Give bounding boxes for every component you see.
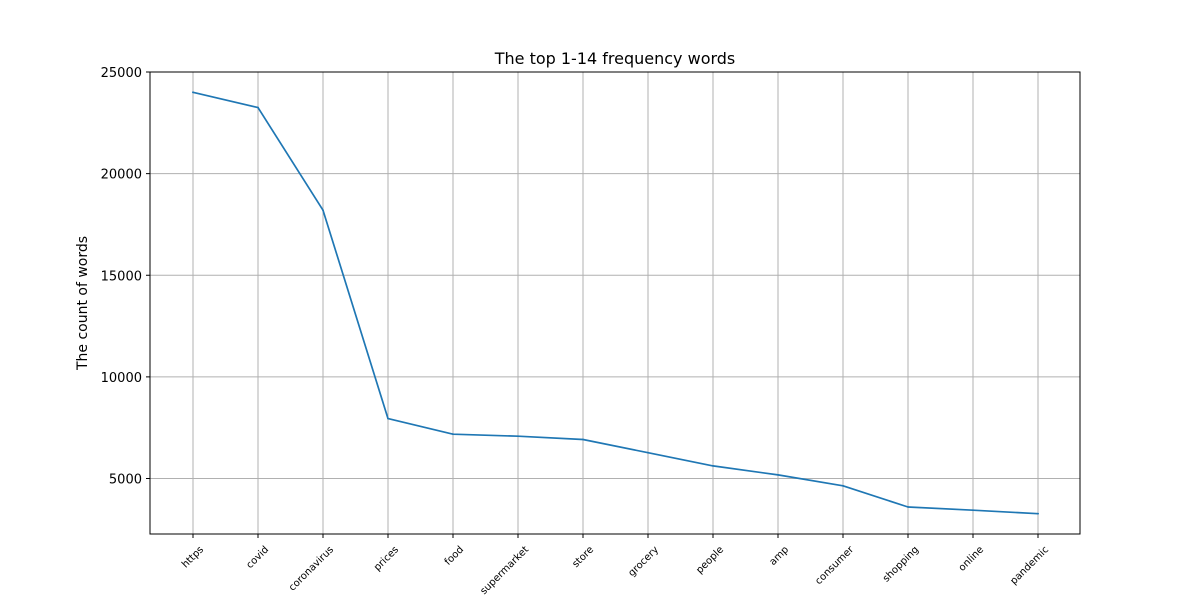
- data-point-store: [582, 438, 584, 441]
- plot-frame: [149, 71, 1081, 535]
- data-point-grocery: [647, 451, 649, 454]
- data-point-prices: [387, 417, 389, 420]
- data-point-consumer: [842, 484, 844, 487]
- y-tick-label: 15000: [101, 269, 142, 284]
- data-point-online: [972, 509, 974, 512]
- data-point-amp: [777, 473, 779, 476]
- y-tick-label: 5000: [109, 473, 142, 488]
- y-tick-label: 20000: [101, 168, 142, 183]
- data-point-https: [192, 91, 194, 94]
- y-axis-label: The count of words: [75, 236, 91, 371]
- y-tick-label: 25000: [101, 66, 142, 81]
- series-layer: [192, 91, 1039, 515]
- data-point-supermarket: [517, 435, 519, 438]
- series-line-0: [192, 91, 1039, 515]
- data-point-food: [452, 433, 454, 436]
- y-tick-label: 10000: [101, 371, 142, 386]
- chart-title: The top 1-14 frequency words: [494, 49, 736, 68]
- data-point-covid: [257, 106, 259, 109]
- data-point-pandemic: [1037, 512, 1039, 515]
- data-point-people: [712, 465, 714, 467]
- y-axis-ticks: 5000 10000 15000 20000 25000: [101, 66, 150, 488]
- data-point-shopping: [907, 506, 909, 508]
- data-point-coronavirus: [322, 209, 324, 212]
